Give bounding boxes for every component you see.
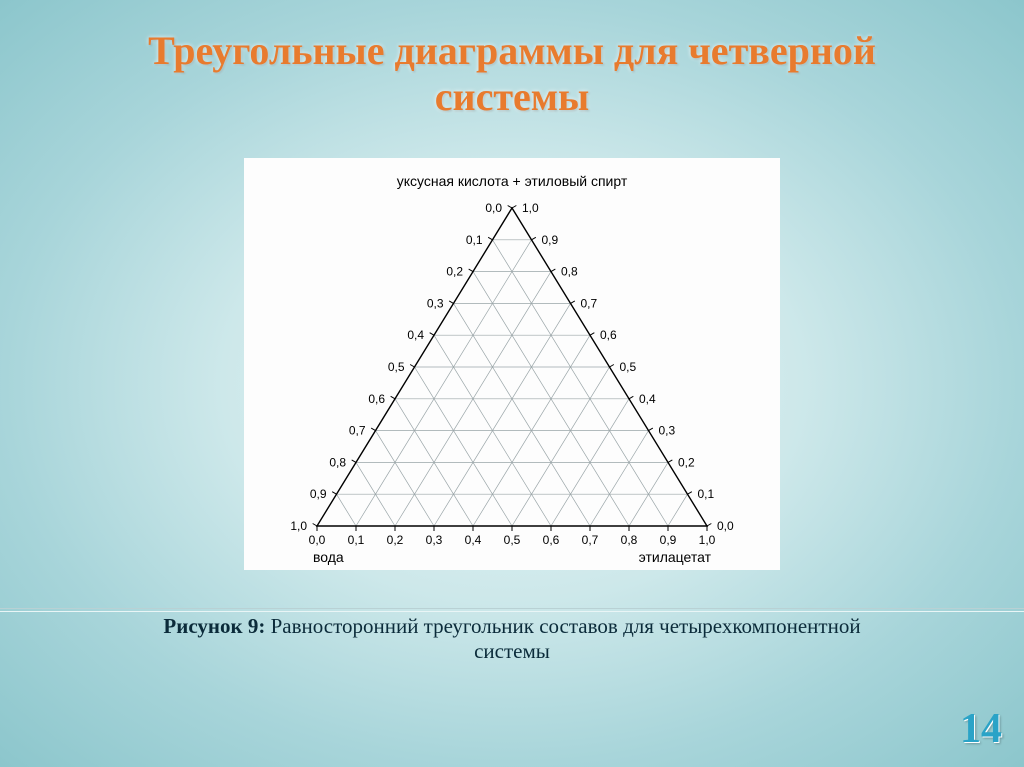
slide-title: Треугольные диаграммы для четверной сист… — [0, 0, 1024, 120]
svg-text:0,0: 0,0 — [717, 519, 734, 533]
svg-text:0,0: 0,0 — [485, 201, 502, 215]
svg-text:0,5: 0,5 — [504, 533, 521, 547]
svg-text:0,3: 0,3 — [426, 533, 443, 547]
svg-text:0,5: 0,5 — [620, 360, 637, 374]
svg-text:0,6: 0,6 — [543, 533, 560, 547]
svg-text:1,0: 1,0 — [699, 533, 716, 547]
caption-bold: Рисунок 9: — [163, 614, 265, 638]
svg-text:0,9: 0,9 — [660, 533, 677, 547]
svg-text:0,0: 0,0 — [309, 533, 326, 547]
svg-text:0,8: 0,8 — [561, 265, 578, 279]
title-line-2: системы — [435, 74, 589, 119]
svg-text:0,9: 0,9 — [542, 233, 559, 247]
caption-line-2: системы — [474, 639, 550, 663]
svg-text:0,4: 0,4 — [465, 533, 482, 547]
svg-text:0,9: 0,9 — [310, 487, 327, 501]
svg-text:1,0: 1,0 — [522, 201, 539, 215]
svg-text:0,6: 0,6 — [600, 328, 617, 342]
ternary-diagram: 0,0 0,1 0,2 0,3 0,4 0,5 0,6 0,7 0,8 0,9 1,0 1,0 0,9 0… — [244, 158, 780, 570]
svg-text:0,3: 0,3 — [427, 296, 444, 310]
svg-text:0,7: 0,7 — [349, 424, 366, 438]
svg-text:0,2: 0,2 — [446, 265, 463, 279]
svg-text:вода: вода — [313, 549, 344, 565]
svg-text:0,8: 0,8 — [621, 533, 638, 547]
svg-text:0,8: 0,8 — [329, 455, 346, 469]
svg-text:0,7: 0,7 — [581, 296, 598, 310]
svg-text:0,3: 0,3 — [659, 424, 676, 438]
svg-text:0,1: 0,1 — [466, 233, 483, 247]
svg-text:1,0: 1,0 — [290, 519, 307, 533]
svg-text:0,5: 0,5 — [388, 360, 405, 374]
svg-text:этилацетат: этилацетат — [639, 549, 712, 565]
svg-text:уксусная кислота + этиловый сп: уксусная кислота + этиловый спирт — [397, 173, 628, 189]
svg-text:0,7: 0,7 — [582, 533, 599, 547]
svg-text:0,2: 0,2 — [387, 533, 404, 547]
svg-text:0,1: 0,1 — [348, 533, 365, 547]
slide: Треугольные диаграммы для четверной сист… — [0, 0, 1024, 767]
caption-line-1: Равносторонний треугольник составов для … — [265, 614, 860, 638]
svg-text:0,2: 0,2 — [678, 455, 695, 469]
title-line-1: Треугольные диаграммы для четверной — [148, 28, 876, 73]
caption-rule — [0, 608, 1024, 612]
svg-text:0,1: 0,1 — [698, 487, 715, 501]
ternary-svg: 0,0 0,1 0,2 0,3 0,4 0,5 0,6 0,7 0,8 0,9 1,0 1,0 0,9 0… — [262, 166, 762, 566]
figure-caption: Рисунок 9: Равносторонний треугольник со… — [0, 614, 1024, 664]
svg-text:0,6: 0,6 — [368, 392, 385, 406]
svg-text:0,4: 0,4 — [407, 328, 424, 342]
page-number: 14 — [960, 705, 1002, 753]
svg-text:0,4: 0,4 — [639, 392, 656, 406]
